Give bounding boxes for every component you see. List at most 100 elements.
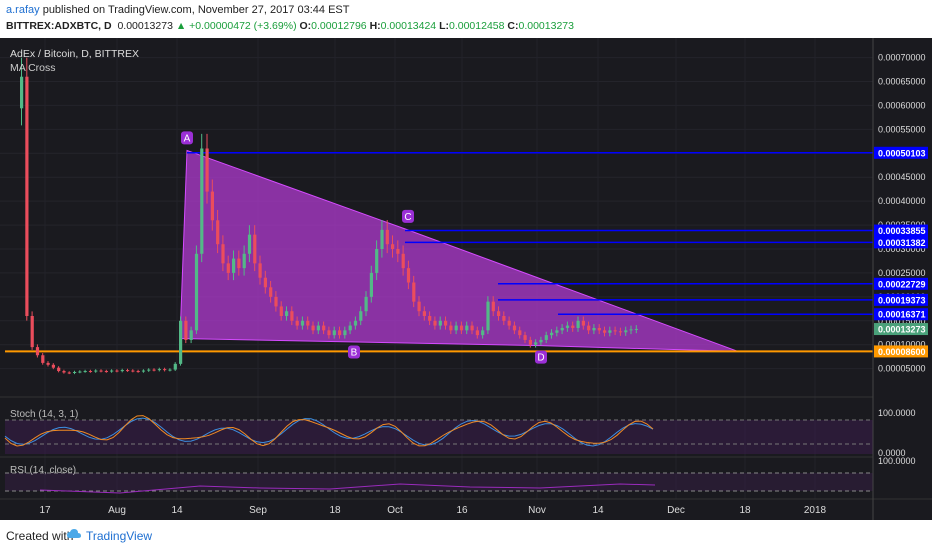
candle-body [99,370,103,372]
candle-body [481,330,485,336]
rsi-top-tick: 100.0000 [878,456,916,466]
time-tick-label: 16 [456,505,468,516]
indicator-label: MA Cross [10,62,56,74]
candle-body [486,301,490,331]
price-tag-label: 0.00031382 [878,238,926,248]
candle-body [168,369,172,371]
candle-body [322,325,326,331]
price-tick-label: 0.00040000 [878,196,926,206]
time-tick-label: Nov [528,505,546,516]
price-tick-label: 0.00010000 [878,340,926,350]
time-tick-label: 14 [171,505,183,516]
price-tick-label: 0.00015000 [878,316,926,326]
candle-body [279,306,283,316]
candle-body [242,253,246,269]
candle-body [179,320,183,364]
candle-body [359,311,363,321]
candle-body [94,370,98,372]
tradingview-cloud-icon [67,529,81,538]
candle-body [470,325,474,331]
candle-body [576,320,580,328]
candle-body [25,76,29,316]
open-label: O: [299,20,312,32]
candle-body [348,325,352,331]
candle-body [131,370,135,372]
low-label: L: [439,20,449,32]
candle-body [30,316,34,348]
candle-body [269,287,273,297]
close-value: 0.00013273 [518,20,574,32]
price-tag-box [874,323,928,336]
price-tag-box [874,308,928,321]
candle-body [634,328,638,330]
price-tick-label: 0.00005000 [878,364,926,374]
time-tick-label: 14 [592,505,604,516]
candle-body [613,330,617,332]
stoch-bottom-tick: 0.0000 [878,448,906,458]
candle-body [565,325,570,328]
price-tick-label: 0.00065000 [878,77,926,87]
candle-body [184,320,188,340]
candle-body [136,371,140,373]
candle-body [380,229,384,249]
close-label: C: [507,20,519,32]
footer: Created with TradingView [0,520,932,550]
price-tag-label: 0.00008600 [878,347,926,357]
candle-body [88,371,93,373]
open-value: 0.00012796 [311,20,367,32]
publish-info: published on TradingView.com, November 2… [39,4,350,16]
candle-body [120,370,124,372]
candle-body [497,311,501,316]
candle-body [194,253,199,331]
candle-body [338,330,342,336]
candle-body [364,296,368,312]
price-tag-box [874,224,928,237]
candle-body [332,330,336,336]
price-tag-box [874,236,928,249]
candle-body [618,331,623,333]
candle-body [491,301,495,312]
candle-body [83,371,87,373]
price-tick-label: 0.00030000 [878,244,926,254]
candle-body [173,363,177,370]
pattern-point-label: A [184,133,191,144]
candle-body [592,327,596,331]
level-lines [5,152,873,353]
rsi-line [39,483,656,494]
chart-svg[interactable]: A B C D Stoch (14, 3, 1) 100.0000 0.0000 RS… [0,38,932,520]
time-tick-label: 18 [739,505,751,516]
candle-body [375,249,379,273]
pattern-point-badge [348,345,360,359]
candle-body [147,369,151,371]
candle-body [518,330,522,336]
candle-body [311,325,315,331]
price-tag-label: 0.00033855 [878,226,926,236]
time-tick-label: Dec [667,505,685,516]
chart-area[interactable]: A B C D Stoch (14, 3, 1) 100.0000 0.0000 RS… [0,38,932,520]
candle-body [475,330,479,336]
price-tick-label: 0.00025000 [878,268,926,278]
candle-body [581,320,585,326]
candle-body [454,325,458,331]
price-tag-label: 0.00050103 [878,148,926,158]
candle-body [41,355,45,363]
candle-body [67,372,71,374]
candle-body [210,191,214,221]
candle-body [391,244,395,249]
candles [20,57,638,375]
candle-body [46,362,50,365]
candle-body [528,339,532,345]
candle-body [104,371,108,373]
candle-body [20,76,24,109]
author-link[interactable]: a.rafay [6,4,40,16]
candle-body [422,311,426,316]
pattern-markers: A B C D [181,131,547,364]
candle-body [152,369,156,371]
tradingview-brand[interactable]: TradingView [86,529,153,543]
price-tag-label: 0.00016371 [878,310,926,320]
candle-body [300,320,305,326]
rsi-label: RSI (14, close) [10,465,76,476]
candle-body [232,258,236,273]
candle-body [200,148,204,254]
candle-body [401,253,405,269]
